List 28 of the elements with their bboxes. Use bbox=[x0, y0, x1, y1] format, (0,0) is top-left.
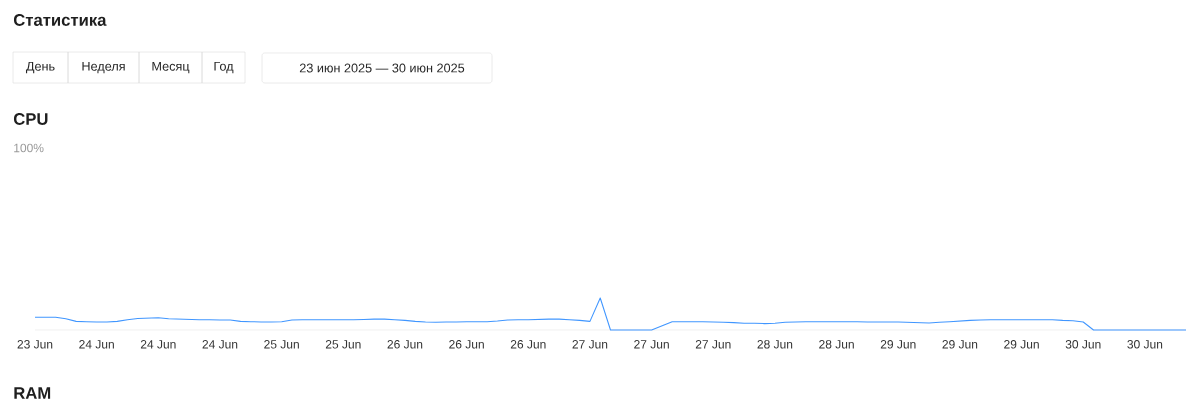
text: RAM bbox=[14, 387, 51, 399]
chart-subtitle: CPU bbox=[13, 113, 48, 125]
x-tick-label: 27 Jun bbox=[695, 340, 731, 349]
x-tick-label: 24 Jun bbox=[140, 340, 176, 349]
text: 100% bbox=[14, 143, 44, 153]
text: 23 июн 2025 — 30 июн 2025 bbox=[299, 63, 465, 73]
x-tick-label: 25 Jun bbox=[264, 340, 299, 349]
text: Месяц bbox=[152, 61, 190, 74]
x-tick-label: 29 Jun bbox=[942, 340, 978, 349]
x-tick-label: 29 Jun bbox=[1004, 340, 1039, 349]
x-tick-label: 24 Jun bbox=[202, 340, 238, 349]
x-tick-label: 27 Jun bbox=[572, 340, 608, 349]
x-tick-label: 29 Jun bbox=[880, 340, 916, 349]
x-tick-label: 24 Jun bbox=[79, 340, 114, 349]
x-tick-label: 23 Jun bbox=[17, 340, 53, 349]
text: День bbox=[25, 61, 55, 74]
x-tick-label: 28 Jun bbox=[757, 340, 793, 349]
x-tick-label: 26 Jun bbox=[387, 340, 423, 349]
x-tick-label: 30 Jun bbox=[1127, 340, 1163, 349]
text: Год bbox=[214, 61, 234, 74]
text: Неделя bbox=[82, 61, 125, 74]
x-tick-label: 27 Jun bbox=[634, 340, 669, 349]
x-tick-label: 26 Jun bbox=[510, 340, 546, 349]
x-tick-label: 26 Jun bbox=[449, 340, 484, 349]
x-tick-label: 30 Jun bbox=[1065, 340, 1101, 349]
x-tick-label: 25 Jun bbox=[325, 340, 361, 349]
chart-title: Статистика bbox=[13, 14, 107, 26]
x-tick-label: 28 Jun bbox=[819, 340, 854, 349]
